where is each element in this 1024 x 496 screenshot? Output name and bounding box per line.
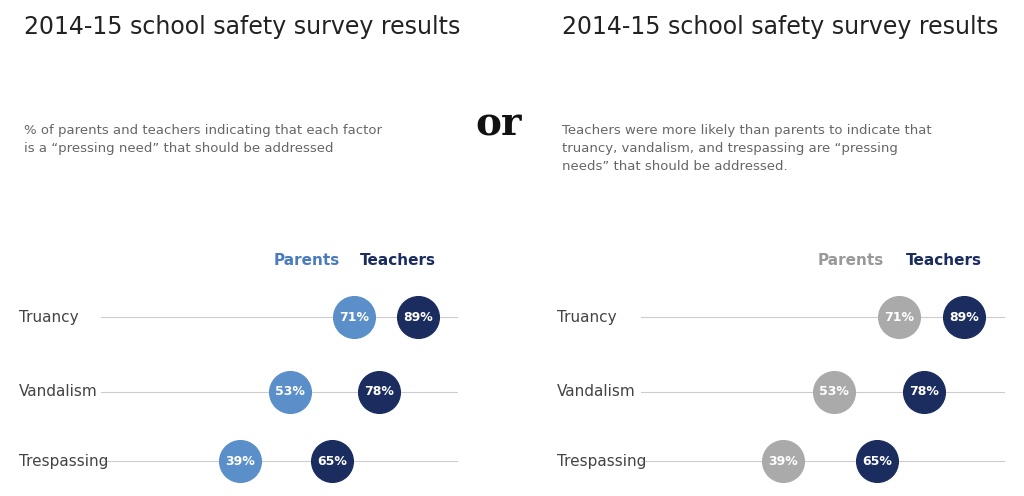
Text: 65%: 65% [862,455,892,468]
Text: 2014-15 school safety survey results: 2014-15 school safety survey results [562,15,998,39]
Text: Truancy: Truancy [19,310,79,325]
Point [825,388,842,396]
Text: Truancy: Truancy [557,310,616,325]
Text: 78%: 78% [364,385,393,398]
Text: or: or [475,105,522,143]
Text: Trespassing: Trespassing [19,454,109,469]
Point [869,457,886,465]
Text: Vandalism: Vandalism [19,384,98,399]
Point [371,388,387,396]
Text: Teachers were more likely than parents to indicate that
truancy, vandalism, and : Teachers were more likely than parents t… [562,124,932,173]
Point [956,313,973,321]
Text: 53%: 53% [274,385,305,398]
Text: 89%: 89% [949,311,979,324]
Point [325,457,341,465]
Text: 2014-15 school safety survey results: 2014-15 school safety survey results [24,15,460,39]
Text: 78%: 78% [909,385,939,398]
Text: 39%: 39% [768,455,798,468]
Text: 71%: 71% [339,311,369,324]
Point [282,388,298,396]
Text: % of parents and teachers indicating that each factor
is a “pressing need” that : % of parents and teachers indicating tha… [24,124,382,155]
Text: 65%: 65% [317,455,347,468]
Point [410,313,426,321]
Text: 39%: 39% [225,455,255,468]
Text: Parents: Parents [273,253,340,268]
Text: 53%: 53% [819,385,849,398]
Point [891,313,907,321]
Point [345,313,361,321]
Point [774,457,791,465]
Text: Teachers: Teachers [906,253,982,268]
Point [231,457,248,465]
Text: Vandalism: Vandalism [557,384,636,399]
Text: Trespassing: Trespassing [557,454,646,469]
Text: 89%: 89% [402,311,432,324]
Text: Parents: Parents [817,253,884,268]
Text: 71%: 71% [884,311,914,324]
Text: Teachers: Teachers [359,253,435,268]
Point [916,388,933,396]
